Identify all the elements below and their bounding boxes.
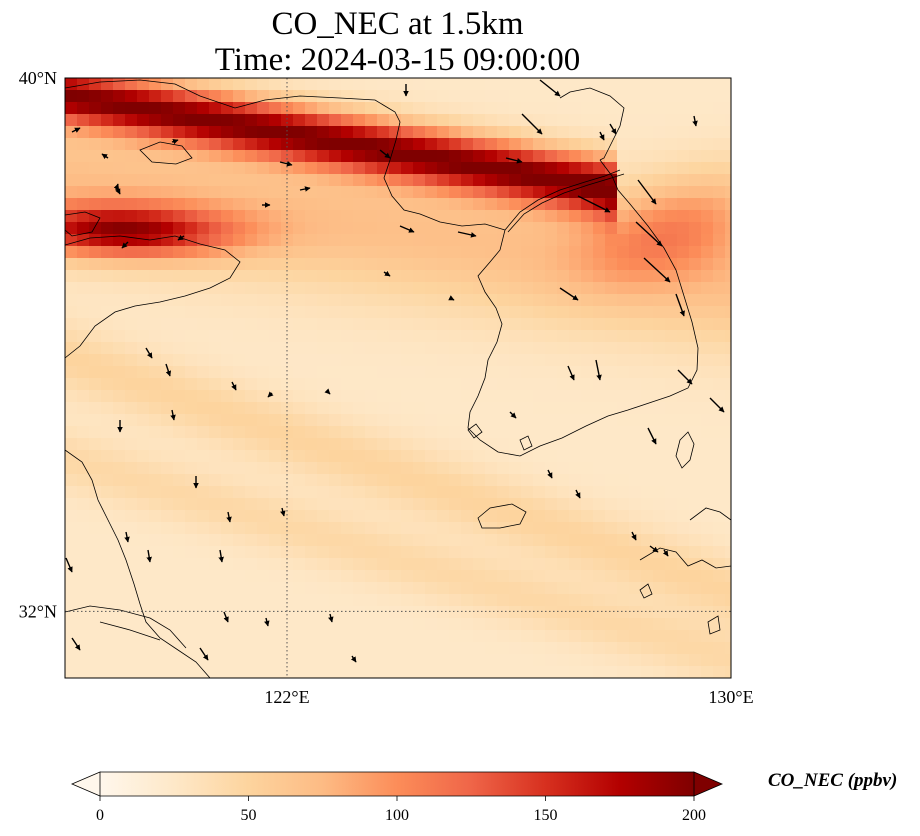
wind-arrow: [595, 359, 602, 381]
wind-arrow: [328, 613, 334, 623]
map-title: CO_NEC at 1.5km: [271, 6, 524, 42]
colorbar-tick-label: 200: [682, 807, 706, 824]
wind-arrow: [170, 409, 176, 421]
wind-arrow: [399, 225, 415, 233]
wind-arrow: [146, 549, 152, 563]
coastlines: [65, 79, 731, 678]
y-tick-label: 32°N: [19, 601, 57, 621]
wind-arrow: [267, 391, 274, 398]
wind-arrow: [635, 221, 663, 247]
wind-arrow: [231, 381, 237, 391]
wind-arrow: [121, 241, 129, 249]
wind-arrow: [631, 531, 637, 541]
wind-arrow: [609, 123, 617, 135]
wind-arrow: [647, 427, 657, 445]
wind-arrow: [379, 149, 391, 159]
wind-vectors: [65, 79, 725, 663]
axis-ticks: 122°E 130°E 40°N 32°N: [19, 68, 754, 707]
wind-arrow: [383, 270, 391, 277]
wind-arrow: [299, 186, 311, 192]
wind-arrow: [223, 611, 229, 623]
wind-arrow: [505, 157, 523, 164]
colorbar-tick-label: 100: [385, 807, 409, 824]
wind-arrow: [643, 257, 671, 283]
wind-arrow: [539, 79, 561, 97]
colorbar-min-extension: [70, 771, 101, 797]
colorbar-gradient: [100, 772, 694, 796]
wind-arrow: [709, 397, 725, 413]
co-concentration-field: [65, 78, 731, 678]
wind-arrow: [649, 545, 659, 553]
wind-arrow: [577, 195, 611, 213]
wind-arrow: [101, 153, 109, 160]
colorbar: 0 50 100 150 200: [70, 771, 724, 824]
wind-arrow: [115, 185, 121, 195]
wind-arrow: [637, 179, 657, 205]
wind-arrow: [171, 138, 179, 145]
colorbar-tick-label: 150: [534, 807, 558, 824]
wind-arrow: [675, 293, 685, 317]
wind-arrow: [448, 295, 455, 301]
map-subtitle-time: Time: 2024-03-15 09:00:00: [214, 42, 581, 78]
wind-arrow: [457, 231, 477, 238]
wind-arrow: [226, 511, 232, 523]
wind-arrow: [218, 549, 224, 563]
wind-arrow: [279, 161, 293, 167]
wind-arrow: [264, 617, 270, 627]
x-tick-label: 130°E: [708, 687, 753, 707]
wind-arrow: [662, 549, 669, 557]
wind-arrow: [547, 469, 553, 479]
wind-arrow: [324, 388, 331, 395]
colorbar-max-extension: [693, 771, 724, 797]
wind-arrow: [567, 365, 575, 381]
map-frame: [64, 77, 732, 679]
wind-arrow: [280, 507, 286, 517]
wind-arrow: [199, 647, 209, 661]
wind-arrow: [71, 127, 81, 133]
x-tick-label: 122°E: [264, 687, 309, 707]
wind-arrow: [599, 131, 605, 141]
wind-arrow: [65, 557, 73, 573]
colorbar-tick-label: 50: [241, 807, 257, 824]
wind-arrow: [559, 287, 579, 301]
wind-arrow: [509, 411, 517, 419]
gridlines: [65, 78, 731, 678]
wind-arrow: [71, 637, 81, 651]
wind-arrow: [677, 369, 693, 385]
wind-arrow: [692, 115, 698, 127]
wind-arrow: [350, 655, 357, 663]
wind-arrow: [575, 489, 581, 499]
colorbar-label: CO_NEC (ppbv): [768, 770, 898, 791]
wind-arrow: [521, 113, 543, 135]
wind-arrow: [145, 347, 153, 359]
wind-arrow: [124, 531, 130, 543]
colorbar-tick-label: 0: [96, 807, 104, 824]
wind-arrow: [165, 363, 172, 377]
wind-arrow: [177, 234, 185, 241]
y-tick-label: 40°N: [19, 68, 57, 88]
